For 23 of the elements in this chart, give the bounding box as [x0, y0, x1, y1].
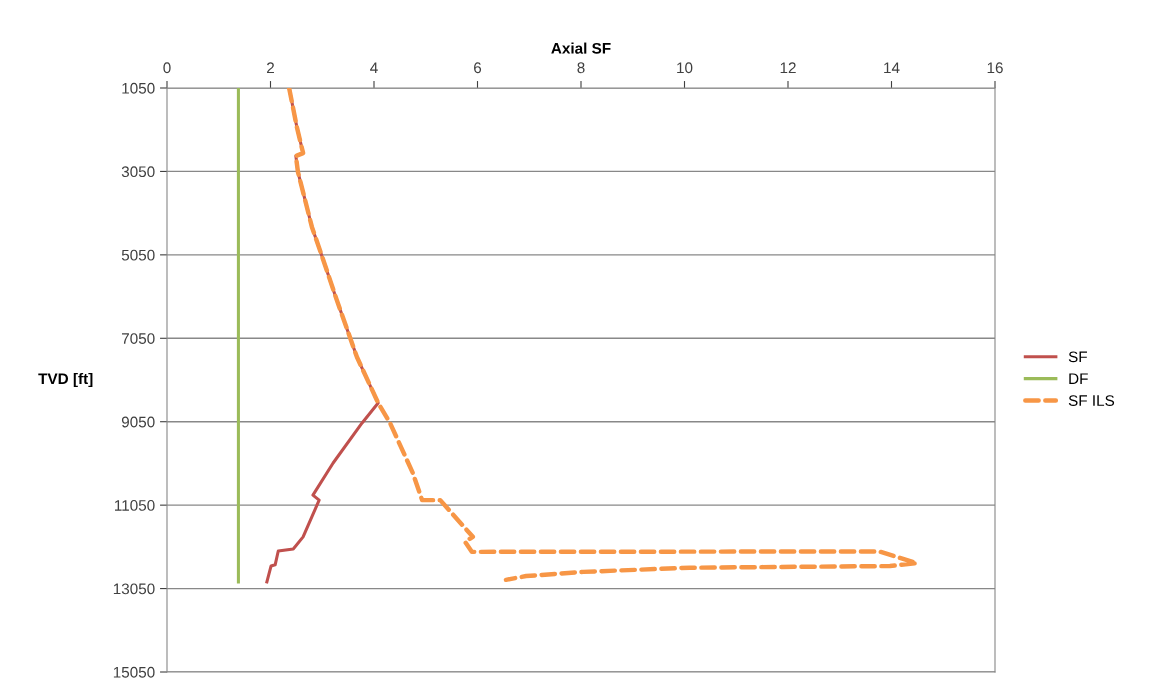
- x-tick-label: 8: [577, 62, 585, 74]
- x-tick-label: 14: [884, 62, 900, 74]
- y-tick-label: 11050: [115, 500, 155, 511]
- x-tick-label: 0: [163, 62, 171, 74]
- y-tick-label: 7050: [121, 333, 155, 344]
- y-axis-title: TVD [ft]: [38, 372, 93, 388]
- line-series: [286, 88, 920, 583]
- y-tick-label: 1050: [122, 82, 155, 94]
- x-tick-label: 16: [987, 62, 1003, 74]
- legend-label: SF ILS: [1068, 395, 1115, 406]
- x-tick-label: 2: [267, 62, 274, 74]
- x-tick-label: 4: [370, 62, 378, 74]
- y-tick-label: 3050: [121, 166, 155, 178]
- y-tick-label: 13050: [113, 583, 155, 595]
- y-tick-label: 9050: [121, 416, 155, 428]
- x-tick-label: 12: [780, 62, 796, 74]
- y-tick-label: 15050: [113, 666, 155, 678]
- y-tick-label: 5050: [121, 249, 155, 261]
- x-tick-label: 10: [677, 62, 693, 74]
- legend-label: SF: [1068, 351, 1087, 363]
- x-axis-title: Axial SF: [551, 42, 611, 54]
- legend-label: DF: [1069, 373, 1088, 384]
- x-tick-label: 6: [474, 62, 482, 74]
